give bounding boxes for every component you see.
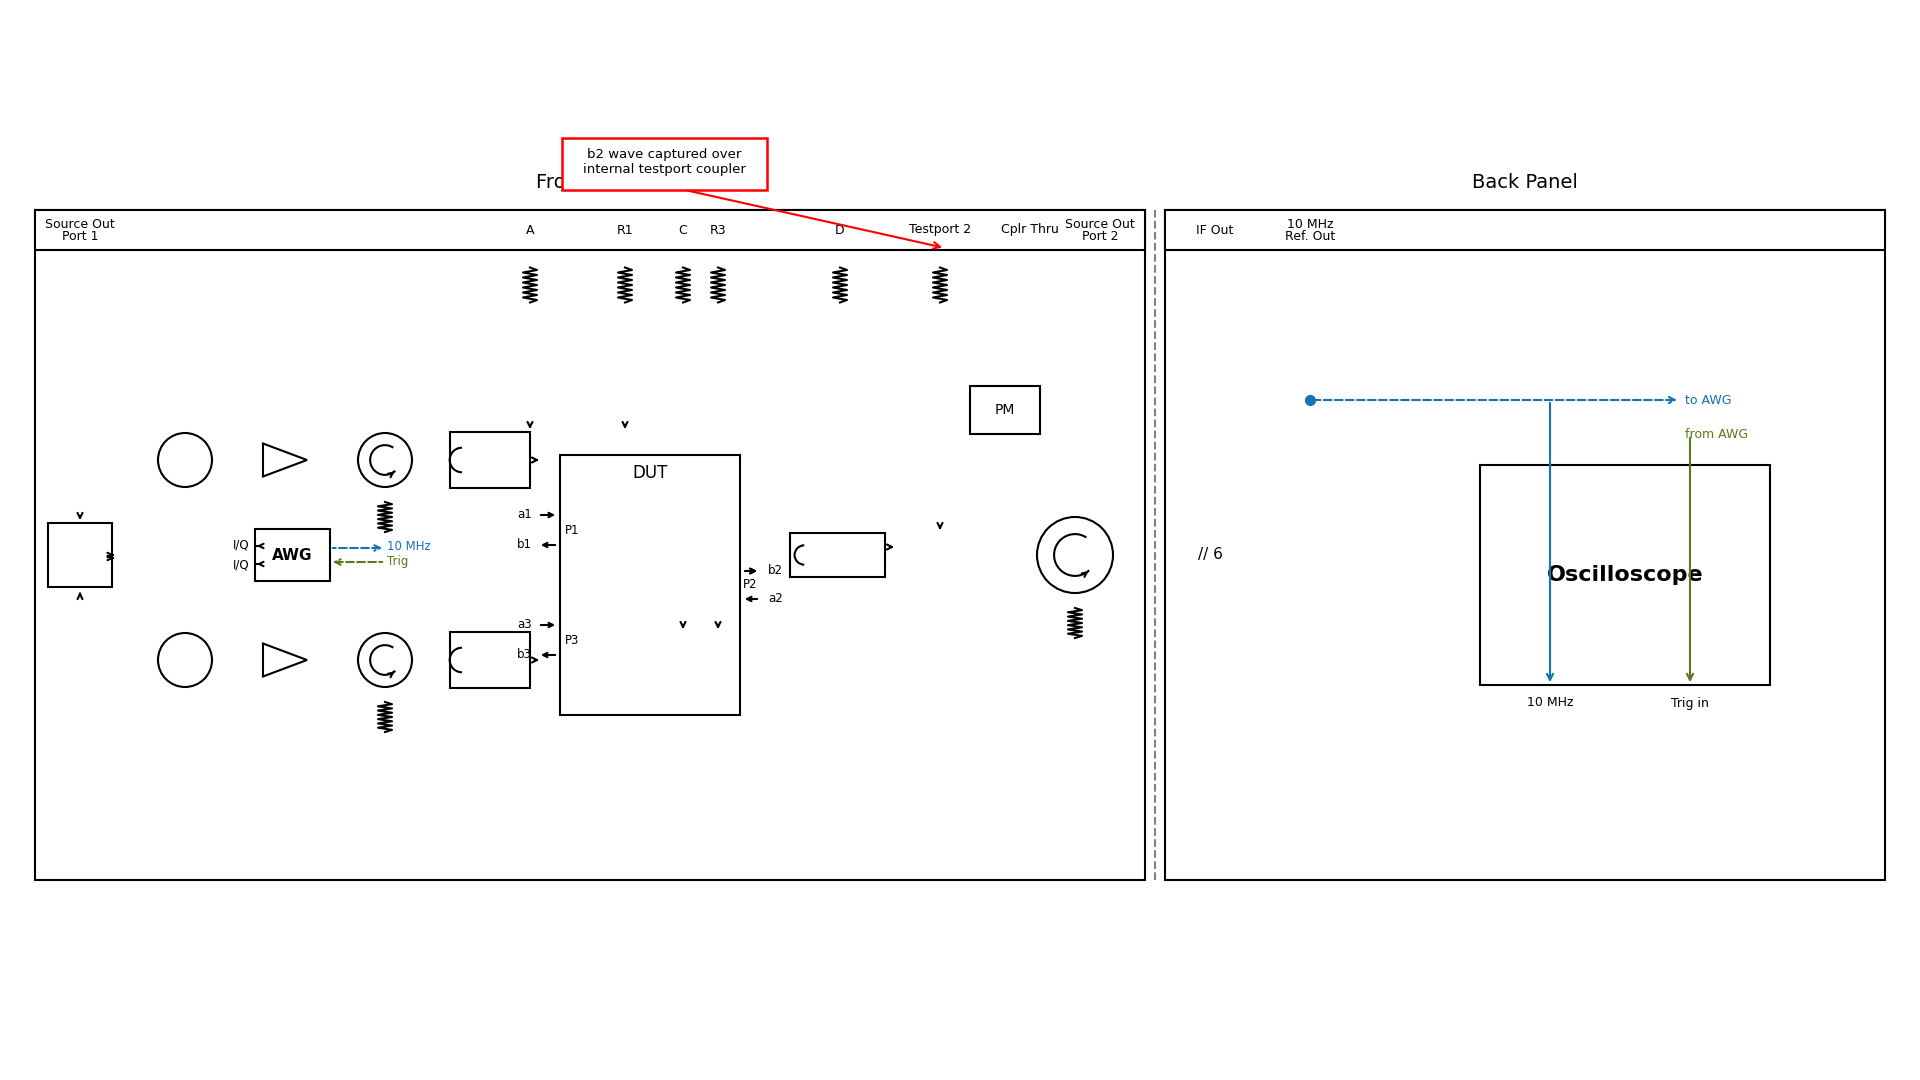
Text: 10 MHz: 10 MHz <box>1286 218 1332 231</box>
Text: 10 MHz: 10 MHz <box>388 540 430 553</box>
Text: to AWG: to AWG <box>1686 393 1732 406</box>
Text: a1: a1 <box>516 509 532 522</box>
Text: from AWG: from AWG <box>1686 429 1747 442</box>
Bar <box>449 432 530 488</box>
Text: A: A <box>526 224 534 237</box>
Text: P3: P3 <box>564 634 580 647</box>
Text: I/Q: I/Q <box>234 539 250 552</box>
Text: // 6: // 6 <box>1198 548 1223 563</box>
Text: IF Out: IF Out <box>1196 224 1235 237</box>
Text: Oscilloscope: Oscilloscope <box>1548 565 1703 585</box>
Text: D: D <box>835 224 845 237</box>
Bar <box>1165 210 1885 249</box>
Polygon shape <box>263 644 307 676</box>
Text: a2: a2 <box>768 593 783 606</box>
Text: Trig: Trig <box>388 555 409 568</box>
Bar <box>561 455 739 715</box>
Text: Trig in: Trig in <box>1670 697 1709 710</box>
Text: P2: P2 <box>743 579 758 592</box>
Text: Back Panel: Back Panel <box>1473 173 1578 191</box>
Bar <box>1165 210 1885 880</box>
Circle shape <box>357 633 413 687</box>
Polygon shape <box>263 444 307 476</box>
Bar <box>1480 465 1770 685</box>
Bar <box>789 534 885 577</box>
Circle shape <box>357 433 413 487</box>
Bar <box>35 210 1144 249</box>
Circle shape <box>157 433 211 487</box>
Bar <box>48 523 111 588</box>
Text: DUT: DUT <box>632 464 668 482</box>
Text: 10 MHz: 10 MHz <box>1526 697 1572 710</box>
Text: Port 2: Port 2 <box>1081 230 1117 243</box>
Text: R3: R3 <box>710 224 726 237</box>
Text: b2: b2 <box>768 565 783 578</box>
Text: b1: b1 <box>516 539 532 552</box>
Text: Source Out: Source Out <box>1066 218 1135 231</box>
Text: Cplr Thru: Cplr Thru <box>1000 224 1060 237</box>
Text: Port 1: Port 1 <box>61 230 98 243</box>
Text: Front Panel: Front Panel <box>536 173 643 191</box>
Text: C: C <box>678 224 687 237</box>
Circle shape <box>157 633 211 687</box>
Bar <box>970 386 1041 434</box>
Bar <box>35 210 1144 880</box>
Text: a3: a3 <box>516 619 532 632</box>
Text: b3: b3 <box>516 648 532 661</box>
Text: b2 wave captured over
internal testport coupler: b2 wave captured over internal testport … <box>584 148 747 176</box>
Bar <box>563 138 766 190</box>
Text: AWG: AWG <box>273 548 313 563</box>
Text: R1: R1 <box>616 224 634 237</box>
Bar <box>449 632 530 688</box>
Text: Source Out: Source Out <box>46 218 115 231</box>
Circle shape <box>1037 517 1114 593</box>
Text: Testport 2: Testport 2 <box>908 224 972 237</box>
Text: Ref. Out: Ref. Out <box>1284 230 1334 243</box>
Bar <box>255 529 330 581</box>
Text: I/Q: I/Q <box>234 558 250 571</box>
Text: PM: PM <box>995 403 1016 417</box>
Text: P1: P1 <box>564 524 580 537</box>
